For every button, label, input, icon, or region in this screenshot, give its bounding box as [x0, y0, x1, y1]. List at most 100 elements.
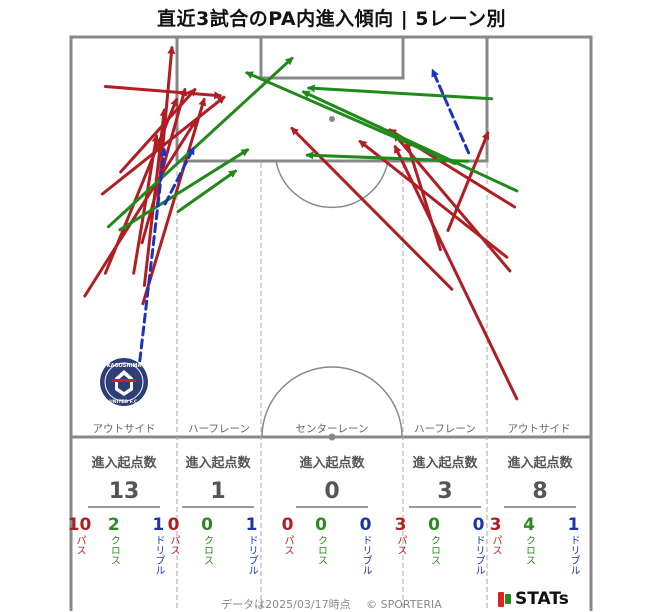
pass-label: パス [490, 535, 501, 555]
pass-arrow-16 [446, 131, 490, 232]
brand-text: STATs [515, 589, 569, 609]
pass-count-group: 0 パス [163, 516, 185, 575]
dribble-arrow-3 [431, 68, 471, 155]
cross-count-group: 0 クロス [418, 516, 451, 575]
stat-breakdown: 0 パス 0 クロス 0 ドリブル [282, 516, 372, 575]
lane-label-halflane-right: ハーフレーン [414, 423, 476, 435]
chart-title: 直近3試合のPA内進入傾向 | 5レーン別 [156, 8, 507, 30]
stat-label: 進入起点数 [507, 456, 573, 471]
dribble-count: 1 [567, 515, 580, 535]
pass-arrow-9 [119, 88, 197, 174]
cross-label: クロス [428, 535, 440, 565]
stat-breakdown: 10 パス 2 クロス 1 ドリブル [68, 516, 165, 575]
pass-count-group: 3 パス [390, 516, 412, 575]
dribble-count-group: 0 ドリブル [457, 516, 501, 575]
stat-label: 進入起点数 [412, 456, 478, 471]
brand-mark-icon [498, 591, 504, 607]
pass-arrow-12 [393, 144, 519, 401]
stat-total: 1 [182, 479, 254, 508]
lane-stats-halflane-left: 進入起点数 1 0 パス 0 クロス 1 ドリブル [168, 452, 258, 575]
pass-label: パス [395, 535, 406, 555]
dribble-count-group: 1 ドリブル [136, 516, 180, 575]
pass-label: パス [282, 535, 293, 555]
pass-count: 3 [489, 515, 502, 535]
cross-arrow-4 [245, 71, 457, 165]
dribble-count: 0 [472, 515, 485, 535]
pass-count: 3 [394, 515, 407, 535]
lane-stats-center: 進入起点数 0 0 パス 0 クロス 0 ドリブル [282, 452, 372, 575]
cross-arrow-3 [176, 169, 238, 213]
dribble-label: ドリブル [152, 535, 164, 575]
cross-count: 4 [523, 515, 535, 535]
cross-arrow-7 [305, 151, 470, 163]
stat-label: 進入起点数 [299, 456, 365, 471]
lane-stats-outside-left: 進入起点数 13 10 パス 2 クロス 1 ドリブル [68, 452, 165, 575]
stat-label: 進入起点数 [185, 456, 251, 471]
cross-count-group: 0 クロス [191, 516, 224, 575]
stat-label: 進入起点数 [91, 456, 157, 471]
cross-count-group: 2 クロス [97, 516, 130, 575]
entry-arrows [83, 45, 519, 401]
stat-total: 13 [88, 479, 160, 508]
pass-arrow-1 [83, 119, 198, 298]
footer-note: データは2025/03/17時点 © SPORTERIA [0, 596, 663, 612]
stat-total: 3 [409, 479, 481, 508]
lane-label-halflane-left: ハーフレーン [188, 423, 250, 435]
svg-text:UNITED F.C.: UNITED F.C. [109, 399, 139, 405]
cross-arrow-1 [107, 56, 294, 229]
dribble-label: ドリブル [473, 535, 484, 575]
center-circle [261, 366, 403, 438]
goal-area [259, 37, 405, 80]
data-date: データは2025/03/17時点 [221, 598, 351, 611]
pass-label: パス [168, 535, 179, 555]
lane-stats-outside-right: 進入起点数 8 3 パス 4 クロス 1 ドリブル [490, 452, 580, 575]
svg-text:KAGOSHIMA: KAGOSHIMA [107, 363, 142, 369]
cross-arrow-2 [118, 148, 250, 232]
dribble-label: ドリブル [246, 535, 257, 575]
cross-count: 0 [201, 515, 213, 535]
team-logo: KAGOSHIMA UNITED F.C. [100, 358, 148, 406]
stat-total: 0 [296, 479, 368, 508]
cross-label: クロス [201, 535, 213, 565]
pitch-boundary [69, 35, 593, 611]
cross-label: クロス [108, 535, 120, 565]
cross-label: クロス [315, 535, 327, 565]
stat-breakdown: 3 パス 0 クロス 0 ドリブル [395, 516, 485, 575]
pass-arrow-13 [393, 132, 512, 273]
cross-count-group: 0 クロス [305, 516, 338, 575]
pass-count: 10 [67, 515, 92, 535]
dribble-arrow-1 [138, 147, 168, 363]
cross-arrow-5 [301, 90, 519, 193]
lane-dividers [176, 163, 488, 611]
dribble-count: 1 [152, 515, 165, 535]
cross-count-group: 4 クロス [513, 516, 546, 575]
pass-count-group: 0 パス [277, 516, 299, 575]
dribble-count-group: 0 ドリブル [344, 516, 388, 575]
lane-stats-halflane-right: 進入起点数 3 3 パス 0 クロス 0 ドリブル [395, 452, 485, 575]
pass-arrow-14 [358, 139, 509, 259]
cross-count: 0 [428, 515, 440, 535]
cross-arrow-6 [306, 84, 494, 101]
cross-label: クロス [523, 535, 535, 565]
dribble-label: ドリブル [360, 535, 371, 575]
pass-label: パス [74, 535, 85, 555]
stat-breakdown: 3 パス 4 クロス 1 ドリブル [490, 516, 580, 575]
dribble-arrow-2 [163, 146, 195, 206]
penalty-spot [329, 116, 335, 122]
brand-mark-icon-green [505, 594, 511, 604]
stat-total: 8 [504, 479, 576, 508]
lane-label-center: センターレーン [295, 423, 369, 435]
pass-count-group: 3 パス [485, 516, 507, 575]
pass-count: 0 [167, 515, 180, 535]
cross-count: 0 [315, 515, 327, 535]
pass-count-group: 10 パス [68, 516, 92, 575]
dribble-count: 0 [359, 515, 372, 535]
lane-label-outside-left: アウトサイド [92, 423, 156, 435]
dribble-count-group: 1 ドリブル [552, 516, 596, 575]
pass-count: 0 [281, 515, 294, 535]
dribble-label: ドリブル [568, 535, 579, 575]
stat-breakdown: 0 パス 0 クロス 1 ドリブル [168, 516, 258, 575]
pass-arrow-6 [141, 97, 207, 306]
copyright: © SPORTERIA [366, 598, 442, 611]
